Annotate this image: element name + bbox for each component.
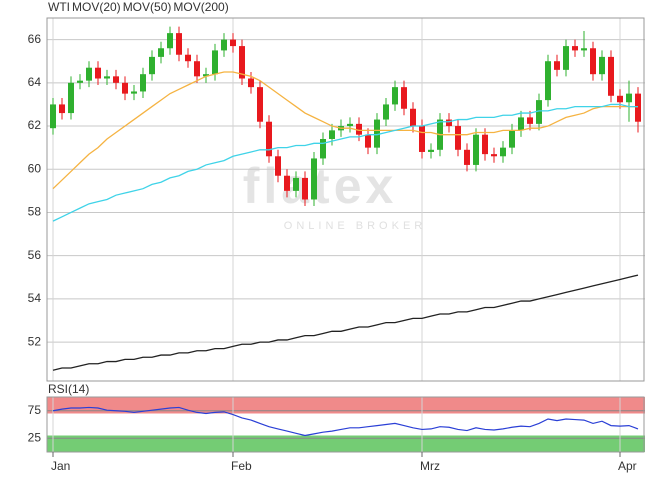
candle-body	[311, 158, 317, 200]
rsi-band	[47, 435, 645, 452]
candle-body	[203, 74, 209, 77]
candle-body	[212, 50, 218, 75]
candle-body	[518, 117, 524, 131]
ma-line	[52, 274, 639, 371]
candle-body	[536, 100, 542, 124]
candle-body	[428, 149, 434, 152]
y-tick-label: 75	[28, 403, 42, 417]
candle-body	[464, 149, 470, 165]
candle-body	[500, 147, 506, 157]
rsi-band	[47, 397, 645, 414]
candle-body	[365, 134, 371, 148]
x-tick-label: Feb	[231, 459, 252, 473]
candle-body	[77, 80, 83, 83]
candle-body	[113, 76, 119, 83]
candle-body	[347, 123, 353, 127]
candle-body	[149, 56, 155, 75]
candle-body	[68, 82, 74, 114]
candle-body	[608, 56, 614, 96]
candle-body	[86, 67, 92, 81]
candle-body	[131, 91, 137, 94]
candle-body	[266, 121, 272, 157]
candle-body	[239, 46, 245, 79]
candle-body	[383, 104, 389, 120]
rsi-line	[52, 406, 639, 437]
candle-body	[446, 119, 452, 127]
candle-body	[248, 78, 254, 88]
candle-body	[392, 87, 398, 105]
candle-body	[176, 33, 182, 55]
candle-body	[599, 56, 605, 75]
candle-body	[581, 48, 587, 51]
candle-body	[50, 104, 56, 129]
y-tick-label: 52	[28, 334, 42, 348]
y-tick-label: 25	[28, 430, 42, 444]
candle-body	[140, 74, 146, 92]
candle-body	[545, 61, 551, 101]
candle-body	[104, 76, 110, 79]
candle-body	[185, 54, 191, 62]
y-tick-label: 58	[28, 205, 42, 219]
y-tick-label: 66	[28, 32, 42, 46]
candle-body	[410, 108, 416, 127]
legend-entry: RSI(14)	[48, 382, 89, 396]
legend-entry: WTI	[48, 0, 70, 14]
watermark-tagline: ONLINE BROKER	[284, 220, 426, 232]
candle-body	[329, 130, 335, 139]
candle-body	[257, 87, 263, 122]
y-tick-label: 60	[28, 161, 42, 175]
ma-line	[52, 71, 638, 190]
x-tick-label: Mrz	[420, 459, 440, 473]
plot-frame	[46, 17, 645, 382]
candle-body	[527, 117, 533, 124]
candle-body	[95, 67, 101, 79]
candle-body	[302, 177, 308, 200]
candle-body	[401, 87, 407, 109]
candle-body	[617, 95, 623, 103]
candle-body	[59, 104, 65, 114]
candle-body	[230, 39, 236, 47]
legend-entry: MOV(50)	[123, 0, 172, 14]
ma-line	[52, 103, 638, 222]
candle-body	[419, 126, 425, 152]
candle-body	[275, 156, 281, 176]
candle-body	[509, 130, 515, 148]
candle-body	[554, 61, 560, 70]
candle-body	[158, 48, 164, 57]
candle-body	[167, 33, 173, 49]
candle-body	[563, 46, 569, 70]
candle-body	[590, 48, 596, 75]
candle-body	[473, 134, 479, 165]
candle-body	[284, 175, 290, 191]
y-tick-label: 62	[28, 118, 42, 132]
candle-body	[455, 126, 461, 150]
candle-body	[626, 93, 632, 103]
y-tick-label: 54	[28, 291, 42, 305]
watermark-brand: flatex	[243, 158, 398, 214]
legend-entry: MOV(20)	[72, 0, 121, 14]
candle-body	[374, 119, 380, 148]
candle-body	[194, 61, 200, 77]
candle-body	[122, 82, 128, 94]
candle-body	[293, 177, 299, 191]
plot-frame	[46, 396, 645, 453]
candle-body	[221, 39, 227, 51]
x-tick-label: Jan	[51, 459, 70, 473]
candle-body	[320, 139, 326, 159]
candle-body	[356, 123, 362, 135]
y-tick-label: 64	[28, 75, 42, 89]
candle-body	[482, 134, 488, 155]
x-tick-label: Apr	[618, 459, 637, 473]
candle-body	[635, 93, 641, 122]
candle-body	[491, 154, 497, 157]
legend-entry: MOV(200)	[173, 0, 228, 14]
candle-body	[572, 46, 578, 51]
y-tick-label: 56	[28, 248, 42, 262]
